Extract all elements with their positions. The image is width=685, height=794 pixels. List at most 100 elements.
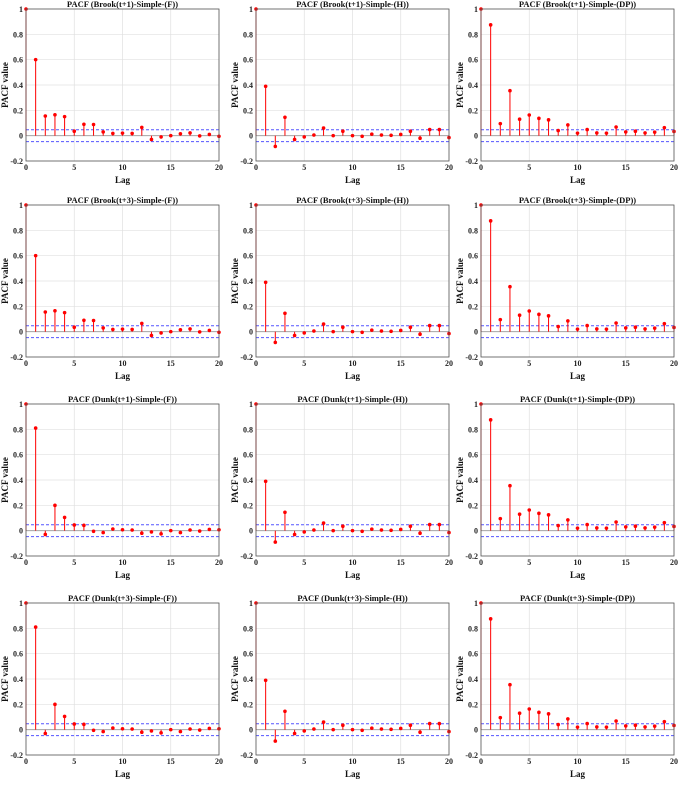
axes-box [25, 8, 220, 162]
x-tick-label: 5 [72, 163, 76, 172]
stem-marker [360, 728, 364, 733]
chart-title: PACF (Dunk(t+1)-Simple-(F)) [68, 395, 177, 404]
stem-marker [370, 328, 374, 332]
x-tick-label: 5 [302, 757, 306, 766]
y-tick-label: 1 [249, 5, 253, 14]
stem-marker [283, 510, 287, 515]
pacf-figure-grid: 0 5 10 15 20 -0.2 0 0.2 0.4 0.6 0.8 1 PACF (Brook(t+… [0, 0, 683, 779]
stem-marker [498, 516, 503, 521]
y-tick-label: 0.8 [243, 30, 253, 39]
stem-marker [33, 426, 38, 430]
stem-marker [437, 522, 442, 527]
stem-marker [321, 720, 326, 724]
y-tick-label: 0.6 [13, 650, 23, 659]
stem-marker [585, 721, 589, 726]
y-axis-label: PACF value [455, 258, 465, 304]
pacf-panel: 0 5 10 15 20 -0.2 0 0.2 0.4 0.6 0.8 1 PACF (Brook(t+… [455, 195, 683, 391]
chart-title: PACF (Dunk(t+3)-Simple-(H)) [297, 594, 408, 603]
x-tick-label: 5 [72, 359, 76, 368]
y-tick-label: 0.6 [13, 451, 23, 460]
y-tick-label: -0.2 [10, 552, 23, 561]
y-tick-label: 0.2 [468, 501, 478, 510]
x-tick-label: 0 [24, 757, 28, 766]
stem-marker [91, 318, 96, 323]
y-tick-label: 0.2 [243, 302, 253, 311]
x-axis-label: Lag [115, 371, 131, 381]
x-tick-label: 0 [254, 757, 258, 766]
y-tick-label: -0.2 [10, 353, 23, 362]
stem-marker [101, 729, 105, 734]
stem-marker [418, 531, 422, 535]
stem-marker [72, 129, 77, 134]
stem-marker [398, 328, 403, 333]
pacf-panel: 0 5 10 15 20 -0.2 0 0.2 0.4 0.6 0.8 1 PACF (Dunk(t+1… [230, 394, 458, 590]
x-tick-label: 5 [72, 757, 76, 766]
stem-marker [662, 125, 667, 130]
stem-marker [595, 131, 599, 135]
y-tick-label: 0 [474, 132, 478, 141]
stem-marker [488, 219, 493, 223]
y-axis-label: PACF value [0, 258, 10, 304]
y-tick-label: 0.2 [13, 106, 23, 115]
x-tick-label: 15 [167, 359, 175, 368]
y-tick-label: 1 [19, 400, 23, 409]
x-tick-label: 20 [445, 757, 453, 766]
y-tick-label: 1 [249, 400, 253, 409]
stem-marker [546, 513, 551, 517]
y-tick-label: -0.2 [465, 157, 478, 166]
stem-marker [341, 723, 345, 728]
pacf-panel: 0 5 10 15 20 -0.2 0 0.2 0.4 0.6 0.8 1 PACF (Brook(t+… [230, 195, 458, 391]
stem-marker [379, 329, 384, 333]
x-tick-label: 5 [527, 359, 531, 368]
stem-marker [178, 530, 183, 535]
y-tick-label: 1 [249, 599, 253, 608]
stem-marker [72, 523, 77, 527]
stem-marker [614, 125, 618, 129]
stem-marker [614, 719, 618, 723]
x-tick-label: 0 [479, 558, 483, 567]
y-tick-label: 0.4 [468, 476, 478, 485]
stem-marker [643, 725, 647, 729]
stem-marker [331, 727, 335, 732]
stem-marker [427, 323, 432, 328]
y-tick-label: 1 [474, 5, 478, 14]
stem-marker [273, 739, 278, 743]
stem-marker [379, 727, 384, 731]
stem-marker [331, 133, 335, 138]
stem-marker [662, 520, 667, 525]
stem-marker [197, 728, 202, 732]
y-tick-label: 0.6 [468, 252, 478, 261]
axes-box [255, 602, 450, 756]
stem-marker [178, 131, 183, 136]
stem-marker [33, 253, 38, 258]
stem-marker [418, 332, 422, 336]
y-tick-label: 0.2 [13, 501, 23, 510]
stem-marker [527, 113, 532, 117]
y-axis-label: PACF value [455, 457, 465, 503]
x-tick-label: 0 [479, 757, 483, 766]
y-tick-label: 0 [474, 726, 478, 735]
stem-marker [33, 57, 38, 62]
y-tick-label: 0.2 [243, 106, 253, 115]
stem-marker [188, 528, 192, 532]
stem-marker [508, 682, 512, 687]
pacf-panel: 0 5 10 15 20 -0.2 0 0.2 0.4 0.6 0.8 1 PACF (Brook(t+… [230, 0, 458, 195]
y-tick-label: 0 [249, 527, 253, 536]
x-tick-label: 10 [349, 359, 357, 368]
x-tick-label: 20 [445, 359, 453, 368]
y-axis-label: PACF value [0, 62, 10, 108]
stem-marker [508, 483, 512, 488]
y-tick-label: 1 [19, 599, 23, 608]
y-tick-label: 0 [19, 132, 23, 141]
y-tick-label: -0.2 [240, 157, 253, 166]
stem-marker [488, 617, 493, 621]
stem-marker [82, 523, 86, 528]
x-axis-label: Lag [570, 371, 586, 381]
pacf-panel: 0 5 10 15 20 -0.2 0 0.2 0.4 0.6 0.8 1 PACF (Brook(t+… [0, 0, 228, 195]
stem-marker [111, 726, 115, 730]
y-tick-label: 0.2 [468, 302, 478, 311]
stem-marker [595, 725, 599, 729]
y-tick-label: 0.6 [243, 56, 253, 65]
x-axis-label: Lag [115, 570, 131, 580]
